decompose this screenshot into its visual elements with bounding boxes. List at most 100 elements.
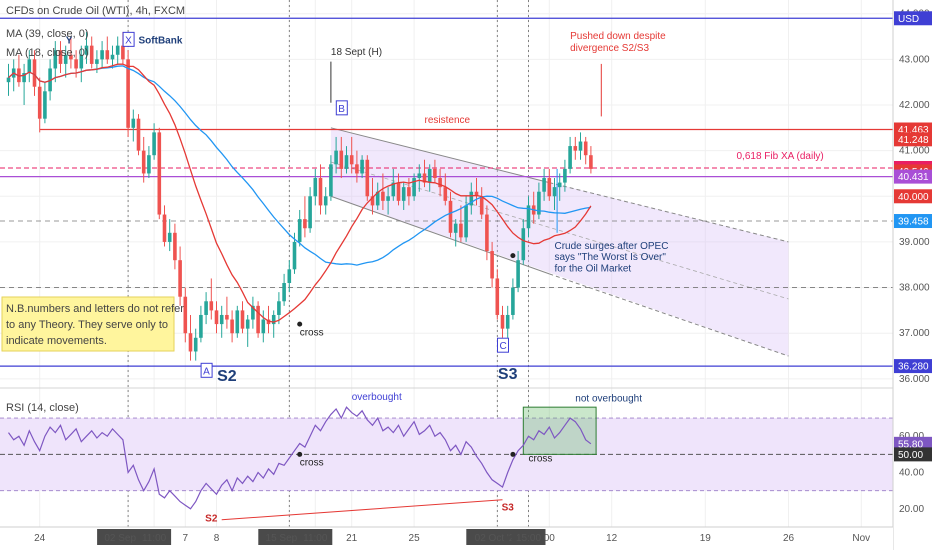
- candle[interactable]: [459, 205, 463, 242]
- candle[interactable]: [422, 159, 427, 188]
- candle[interactable]: [183, 287, 188, 343]
- candle[interactable]: [542, 168, 546, 201]
- candle[interactable]: [297, 209, 302, 247]
- candle[interactable]: [303, 196, 307, 238]
- candle[interactable]: [485, 205, 489, 261]
- candle[interactable]: [578, 132, 583, 160]
- candle[interactable]: [438, 168, 442, 197]
- candle[interactable]: [126, 50, 130, 137]
- candle[interactable]: [568, 136, 572, 174]
- candle[interactable]: [443, 173, 448, 206]
- candle[interactable]: [313, 168, 318, 206]
- candle[interactable]: [516, 251, 520, 293]
- candle[interactable]: [141, 136, 146, 183]
- candle[interactable]: [27, 50, 32, 83]
- candle[interactable]: [412, 173, 416, 201]
- candle[interactable]: [563, 159, 567, 192]
- rsi-series[interactable]: [8, 406, 592, 521]
- candle[interactable]: [22, 63, 26, 105]
- candle[interactable]: [323, 187, 328, 215]
- candle[interactable]: [521, 219, 526, 265]
- candle[interactable]: [277, 292, 281, 325]
- candle[interactable]: [209, 278, 214, 320]
- candle[interactable]: [256, 301, 260, 338]
- candle[interactable]: [287, 260, 292, 293]
- candle[interactable]: [355, 150, 359, 183]
- candle[interactable]: [469, 182, 474, 215]
- candle[interactable]: [427, 164, 432, 192]
- candle[interactable]: [266, 305, 271, 334]
- candle[interactable]: [396, 173, 401, 206]
- candle[interactable]: [235, 305, 240, 338]
- candle[interactable]: [453, 219, 458, 247]
- rsi-line[interactable]: [8, 406, 592, 510]
- candle[interactable]: [230, 310, 234, 343]
- candle[interactable]: [58, 41, 63, 74]
- candle[interactable]: [500, 305, 505, 338]
- candle[interactable]: [136, 114, 141, 156]
- candle[interactable]: [89, 36, 94, 69]
- candle[interactable]: [152, 123, 156, 160]
- candle[interactable]: [63, 45, 68, 78]
- candle[interactable]: [214, 301, 219, 334]
- candle[interactable]: [365, 155, 370, 201]
- candle[interactable]: [557, 173, 562, 201]
- candle[interactable]: [79, 45, 84, 83]
- candle[interactable]: [69, 36, 73, 69]
- candle[interactable]: [167, 219, 172, 252]
- candle[interactable]: [251, 296, 255, 329]
- candlestick-series[interactable]: [6, 31, 593, 361]
- candle[interactable]: [537, 182, 541, 220]
- candle[interactable]: [511, 278, 515, 320]
- candle[interactable]: [349, 136, 354, 174]
- candle[interactable]: [495, 269, 500, 320]
- candle[interactable]: [329, 155, 333, 201]
- candle[interactable]: [115, 36, 120, 64]
- candle[interactable]: [589, 146, 593, 174]
- candle[interactable]: [193, 328, 198, 361]
- candle[interactable]: [271, 310, 276, 338]
- candle[interactable]: [173, 223, 177, 270]
- candle[interactable]: [100, 41, 104, 69]
- candle[interactable]: [162, 205, 167, 247]
- candle[interactable]: [17, 54, 21, 87]
- candle[interactable]: [282, 273, 286, 306]
- candle[interactable]: [479, 187, 484, 220]
- candle[interactable]: [32, 50, 37, 96]
- candle[interactable]: [505, 305, 510, 338]
- candle[interactable]: [204, 292, 208, 325]
- candle[interactable]: [339, 136, 344, 179]
- candle[interactable]: [464, 196, 468, 242]
- candle[interactable]: [110, 45, 115, 69]
- candle[interactable]: [360, 155, 364, 179]
- candle[interactable]: [43, 82, 47, 124]
- candle[interactable]: [370, 178, 375, 215]
- candle[interactable]: [199, 305, 203, 343]
- candle[interactable]: [157, 127, 162, 220]
- candle[interactable]: [219, 305, 224, 338]
- candle[interactable]: [178, 246, 182, 306]
- candle[interactable]: [37, 77, 42, 133]
- candle[interactable]: [225, 296, 229, 329]
- candle[interactable]: [53, 41, 58, 83]
- candle[interactable]: [583, 136, 588, 165]
- candle[interactable]: [344, 146, 349, 174]
- candle[interactable]: [188, 314, 193, 361]
- candle[interactable]: [261, 310, 266, 343]
- candle[interactable]: [240, 301, 245, 334]
- candle[interactable]: [308, 187, 312, 233]
- candle[interactable]: [318, 164, 323, 215]
- candle[interactable]: [245, 314, 250, 347]
- candle[interactable]: [375, 182, 380, 210]
- candle[interactable]: [448, 191, 453, 238]
- candle[interactable]: [433, 159, 437, 183]
- candle[interactable]: [401, 182, 406, 210]
- candle[interactable]: [147, 146, 151, 179]
- candle[interactable]: [391, 168, 396, 201]
- candle[interactable]: [573, 136, 578, 160]
- candle[interactable]: [131, 109, 136, 142]
- candle[interactable]: [490, 241, 494, 288]
- candle[interactable]: [526, 196, 531, 238]
- candle[interactable]: [381, 173, 385, 210]
- candle[interactable]: [386, 187, 390, 215]
